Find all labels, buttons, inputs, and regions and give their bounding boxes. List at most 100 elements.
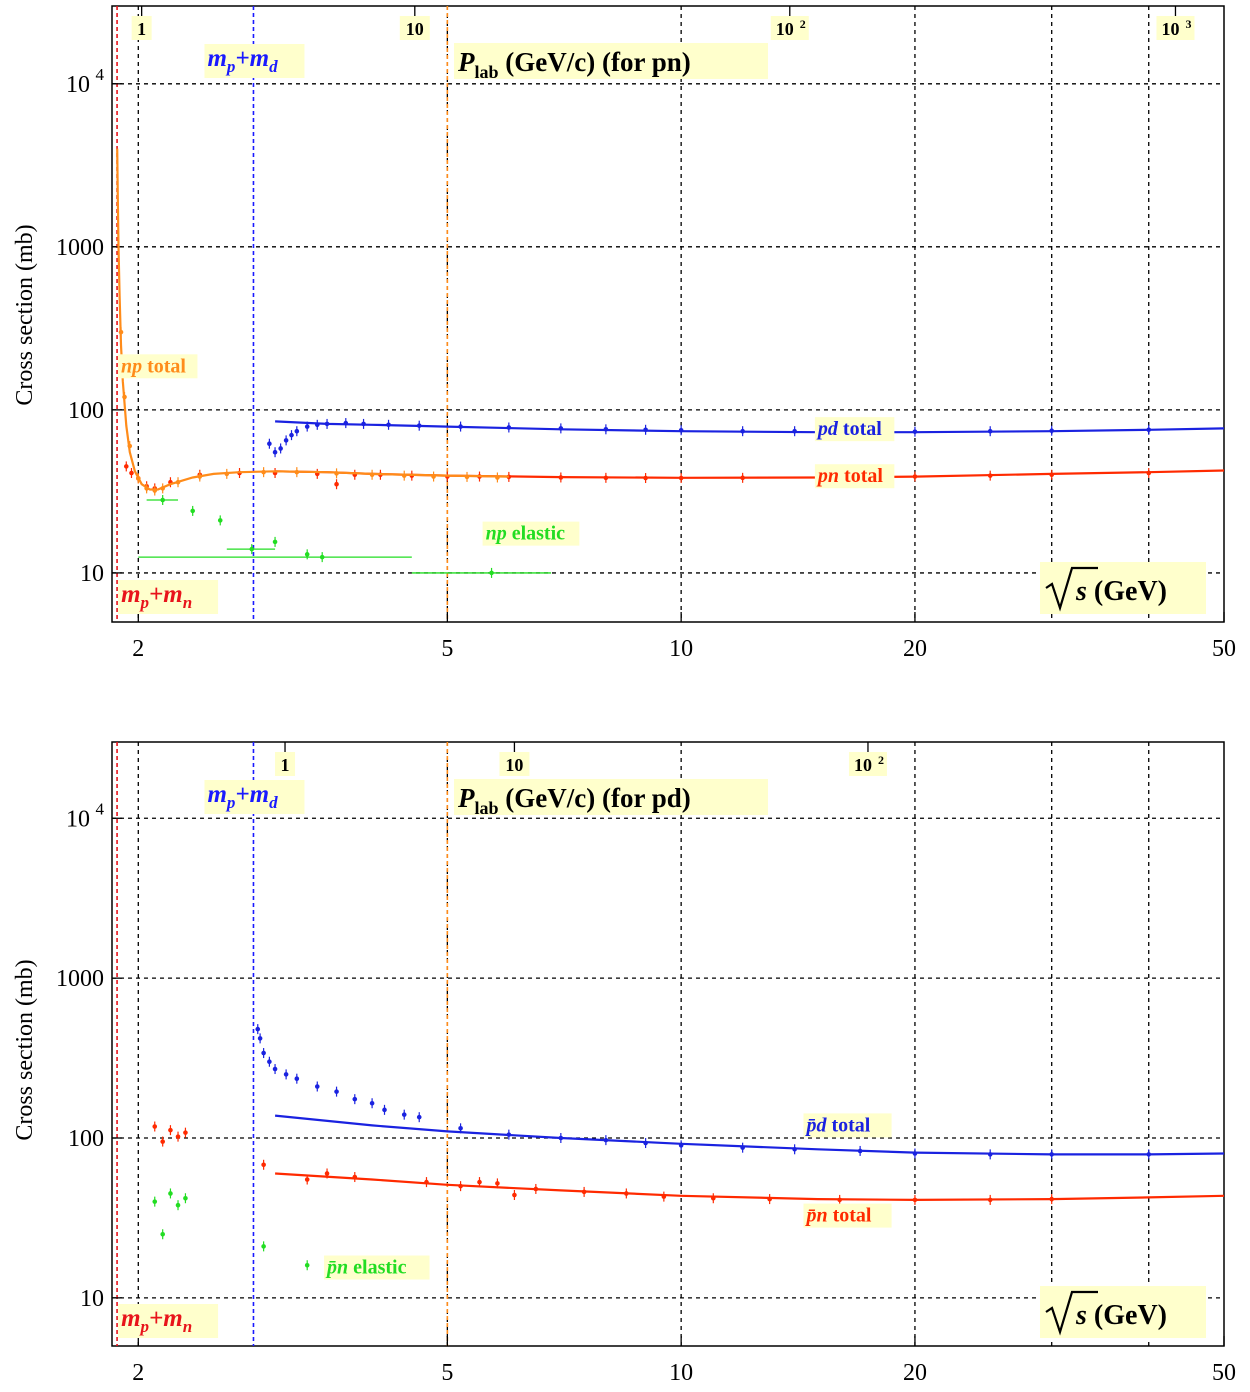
data-point [369, 472, 375, 478]
series-label: pn total [814, 464, 895, 489]
data-point [175, 1202, 181, 1208]
data-point [767, 1196, 772, 1202]
x-axis-title-text: s (GeV) [1075, 1300, 1167, 1331]
data-point [489, 570, 494, 576]
data-point [464, 474, 470, 480]
top-tick-label: 10 [505, 755, 523, 775]
top-tick-bg [1156, 16, 1195, 40]
top-tick-sup: 2 [878, 753, 884, 767]
data-point [224, 471, 230, 477]
x-tick-label: 10 [669, 1360, 693, 1386]
data-point [458, 1126, 463, 1131]
top-tick-bg [848, 752, 887, 776]
series-label-bg [482, 521, 580, 546]
data-point [558, 1135, 564, 1141]
data-point [129, 470, 134, 476]
data-point [304, 1177, 310, 1182]
y-axis-label: Cross section (mb) [12, 959, 38, 1140]
sqrt-symbol [1045, 566, 1098, 612]
data-point [495, 475, 500, 480]
data-point [272, 539, 278, 545]
data-point [168, 1191, 173, 1196]
data-point [152, 488, 158, 493]
data-point [558, 475, 564, 480]
series-label-text: pd total [816, 418, 882, 440]
data-point [401, 473, 407, 478]
data-point [261, 1244, 266, 1249]
series-label: p̄n elastic [324, 1255, 430, 1280]
data-point [512, 1192, 517, 1198]
y-tick-sup: 4 [96, 65, 105, 84]
data-point [334, 471, 339, 476]
data-point [643, 475, 648, 481]
y-tick-label: 10 [80, 561, 104, 587]
data-point [603, 1137, 609, 1143]
data-point [401, 1112, 407, 1117]
y-tick-label: 1000 [56, 235, 104, 261]
data-point [197, 474, 203, 479]
top-axis-title: Plab (GeV/c) (for pd) [454, 779, 768, 818]
data-point [152, 1124, 158, 1129]
data-point [334, 1089, 339, 1094]
data-point [912, 1151, 918, 1156]
data-point [294, 469, 300, 475]
data-point [987, 428, 993, 434]
series-label-text: p̄d total [804, 1114, 870, 1136]
data-point [217, 518, 223, 523]
data-point [183, 1195, 188, 1201]
data-point [160, 1139, 165, 1144]
data-point [678, 475, 684, 481]
data-point [249, 546, 255, 552]
series-label-bg [117, 354, 198, 379]
y-tick-label: 100 [68, 398, 104, 424]
data-point [533, 1186, 539, 1192]
threshold-label: mp+md [204, 44, 305, 78]
data-point [283, 1072, 289, 1077]
series-label: np elastic [482, 521, 580, 546]
threshold-label-bg [204, 780, 305, 814]
data-point [294, 1076, 300, 1081]
data-point [603, 427, 609, 432]
sqrt-symbol [1045, 1290, 1098, 1336]
top-tick-label: 1 [281, 755, 290, 775]
data-point [261, 469, 266, 475]
data-point [168, 1127, 173, 1133]
x-tick-label: 2 [132, 1360, 144, 1386]
data-point [343, 420, 349, 426]
x-tick-label: 20 [903, 1360, 927, 1386]
data-point [144, 486, 149, 491]
series-label: pd total [814, 417, 895, 442]
data-point [386, 422, 391, 428]
top-tick-bg [275, 752, 296, 776]
threshold-label-text: mp+md [207, 781, 278, 812]
data-point [304, 552, 310, 557]
data-point [643, 1140, 648, 1146]
series-label-text: np total [121, 355, 186, 377]
x-tick-label: 10 [669, 636, 693, 662]
data-point [558, 426, 564, 431]
data-point [278, 446, 283, 451]
top-axis-title-text: Plab (GeV/c) (for pn) [457, 47, 691, 82]
data-point [283, 438, 289, 443]
data-point [458, 1183, 463, 1189]
data-point [477, 1179, 482, 1185]
data-point [314, 422, 320, 428]
threshold-label-text: mp+md [207, 45, 278, 76]
y-tick-label: 10 [66, 806, 90, 832]
data-point [661, 1194, 667, 1199]
x-tick-label: 50 [1212, 1360, 1236, 1386]
data-point [740, 428, 745, 434]
x-axis-title-bg [1040, 562, 1206, 614]
data-point [190, 508, 195, 514]
plot-frame [111, 5, 1225, 623]
series-curve [116, 148, 509, 491]
data-point [352, 1174, 358, 1180]
data-point [987, 1152, 993, 1157]
top-tick-sup: 2 [800, 17, 806, 31]
data-point [267, 441, 272, 447]
data-point [160, 1231, 165, 1237]
data-point [324, 421, 330, 427]
data-point [740, 475, 745, 481]
series-label-text: p̄n elastic [325, 1257, 407, 1279]
